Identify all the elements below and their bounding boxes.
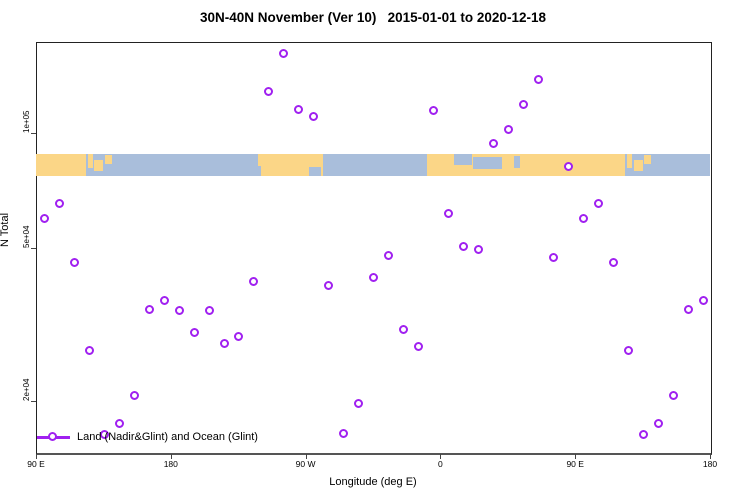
sea-patch-mediterranean-west	[453, 154, 472, 165]
island-patch-korea-2	[626, 154, 633, 169]
island-patch-japan-north-2	[644, 155, 651, 164]
data-point	[668, 390, 678, 400]
data-point	[459, 241, 469, 251]
data-point	[489, 138, 499, 148]
data-point	[324, 280, 334, 290]
data-point	[129, 390, 139, 400]
data-point	[354, 398, 364, 408]
x-tick-label: 0	[438, 459, 443, 469]
data-point	[84, 345, 94, 355]
data-point	[219, 338, 229, 348]
sea-patch-caspian	[513, 156, 520, 169]
data-point	[638, 429, 648, 439]
data-point	[399, 324, 409, 334]
data-point	[264, 86, 274, 96]
x-tick-label: 180	[163, 459, 178, 469]
data-point	[99, 429, 109, 439]
data-point	[384, 250, 394, 260]
chart-title: 30N-40N November (Ver 10) 2015-01-01 to …	[200, 10, 546, 25]
island-patch-japan-honshu	[94, 159, 104, 171]
island-patch-japan-north	[104, 155, 112, 164]
data-point	[69, 257, 79, 267]
data-point	[189, 328, 199, 338]
data-point	[593, 198, 603, 208]
x-tick-label: 90 E	[27, 459, 45, 469]
data-point	[174, 305, 184, 315]
data-point	[414, 341, 424, 351]
legend-marker-icon	[48, 432, 57, 441]
island-patch-korea	[87, 154, 93, 169]
legend-label: Land (Nadir&Glint) and Ocean (Glint)	[77, 431, 258, 443]
data-point	[234, 331, 244, 341]
data-point	[578, 213, 588, 223]
y-tick-mark	[31, 400, 36, 402]
data-point	[564, 161, 573, 171]
data-point	[39, 213, 49, 223]
plot-area	[36, 42, 712, 455]
data-point	[54, 198, 64, 208]
island-patch-japan-honshu-2	[633, 159, 643, 171]
x-tick-label: 90 W	[295, 459, 316, 469]
data-point	[534, 75, 544, 85]
y-tick-mark	[31, 133, 36, 134]
map-band	[36, 154, 710, 176]
data-point	[504, 124, 514, 134]
x-tick-mark	[575, 454, 577, 459]
x-tick-mark	[170, 454, 172, 459]
sea-patch-gulf-of-mexico	[308, 167, 321, 176]
data-point	[249, 276, 259, 286]
data-point	[683, 304, 693, 314]
data-point	[549, 252, 559, 262]
data-point	[653, 418, 663, 428]
sea-patch-mediterranean-east	[473, 156, 502, 169]
data-point	[279, 48, 289, 58]
x-tick-mark	[36, 454, 37, 459]
data-point	[339, 428, 349, 438]
data-point	[429, 106, 439, 115]
data-point	[623, 345, 633, 355]
y-tick-mark	[31, 248, 36, 250]
data-point	[369, 272, 379, 282]
data-point	[114, 418, 124, 428]
data-point	[444, 208, 454, 218]
land-segment-east-asia	[36, 154, 87, 176]
data-point	[159, 295, 169, 305]
data-point	[309, 111, 319, 121]
x-tick-label: 90 E	[566, 459, 584, 469]
x-tick-mark	[710, 454, 711, 459]
land-segment-north-america	[257, 154, 323, 176]
x-axis-title: Longitude (deg E)	[329, 476, 417, 488]
data-point	[474, 244, 484, 254]
data-point	[698, 295, 708, 305]
x-tick-mark	[305, 454, 307, 459]
data-point	[204, 305, 214, 315]
data-point	[608, 257, 618, 267]
x-tick-label: 180	[702, 459, 718, 469]
sea-patch-na-west-notch	[257, 166, 261, 176]
data-point	[144, 304, 154, 314]
x-tick-mark	[440, 454, 442, 459]
data-point	[519, 100, 529, 110]
data-point	[294, 104, 304, 114]
